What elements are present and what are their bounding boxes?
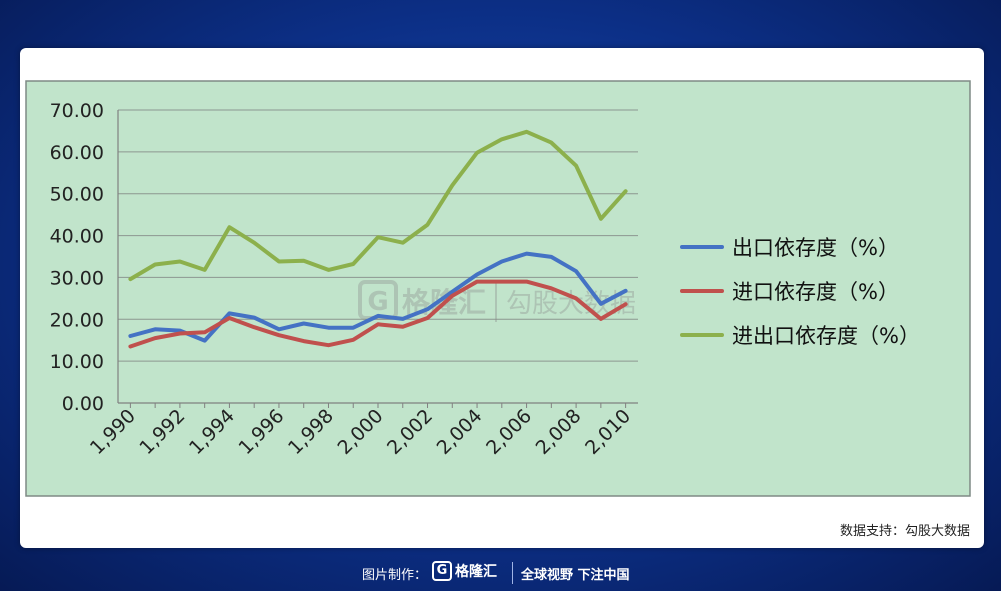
series-line-3 <box>128 129 628 282</box>
y-tick-label: 70.00 <box>50 100 104 122</box>
y-tick-label: 60.00 <box>50 142 104 164</box>
line-chart: G 格隆汇 勾股大数据 0.0010.0020.0030.0040.0050.0… <box>25 80 971 497</box>
watermark-logo-letter: G <box>367 287 388 317</box>
footer-slogan: 全球视野 下注中国 <box>521 568 630 583</box>
series-line-1 <box>128 251 628 343</box>
brand-logo-icon: G <box>432 561 452 581</box>
footer: 图片制作： G 格隆汇 全球视野 下注中国 <box>0 558 1001 588</box>
chart-card: G 格隆汇 勾股大数据 0.00 10.00 20.00 30.00 40.00 50.0… <box>20 48 984 548</box>
watermark-slogan: 勾股大数据 <box>506 289 636 319</box>
footer-logo: G 格隆汇 <box>432 561 497 583</box>
legend-label: 出口依存度（%） <box>732 236 899 260</box>
legend-label: 进出口依存度（%） <box>732 324 920 348</box>
legend-label: 进口依存度（%） <box>732 280 899 304</box>
y-tick-label: 50.00 <box>50 184 104 206</box>
gridlines <box>118 109 638 362</box>
y-tick-label: 0.00 <box>62 393 104 415</box>
y-tick-label: 10.00 <box>50 351 104 373</box>
chart-area <box>25 80 971 497</box>
y-tick-label: 20.00 <box>50 309 104 331</box>
y-tick-label: 40.00 <box>50 226 104 248</box>
y-tick-label: 30.00 <box>50 267 104 289</box>
footer-made-by: 图片制作： <box>362 568 428 583</box>
series-lines <box>128 129 628 349</box>
source-label: 数据支持：勾股大数据 <box>839 524 970 539</box>
legend: 出口依存度（%） 进口依存度（%） 进出口依存度（%） <box>680 236 920 348</box>
footer-brand: 格隆汇 <box>455 564 497 580</box>
footer-divider <box>512 562 513 584</box>
